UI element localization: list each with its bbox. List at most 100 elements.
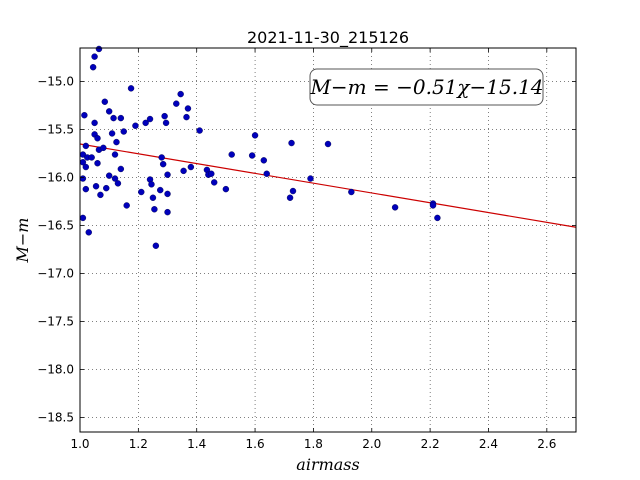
data-point [94,159,101,167]
chart-title: 2021-11-30_215126 [247,28,409,48]
data-point [105,172,113,179]
data-point [158,154,165,161]
data-point [91,53,98,60]
data-point [142,119,149,127]
data-point [103,184,110,192]
data-point [164,171,171,178]
x-tick-label: 2.6 [537,437,556,451]
data-point [164,190,171,198]
data-point [159,160,167,168]
data-point [260,157,268,164]
data-point [148,181,155,188]
y-tick-label: −18.0 [37,363,74,377]
data-point [82,185,90,193]
data-point [162,119,170,127]
data-point [152,242,160,249]
data-point [127,85,135,92]
data-point [111,175,119,182]
fit-annotation: M−m = −0.51χ−15.14 [309,68,544,106]
data-point [79,175,87,182]
data-point [151,206,158,213]
data-point [196,127,203,134]
plot-frame [79,47,577,433]
data-point [251,132,259,139]
data-point [79,214,87,222]
data-point [149,194,157,201]
x-tick-label: 2.0 [362,437,381,451]
data-point [187,163,195,171]
data-point [157,186,164,194]
y-tick-label: −16.0 [37,171,74,185]
axis-ticks [79,48,576,432]
data-point [120,128,127,135]
x-tick-label: 1.8 [304,437,323,451]
y-tick-label: −16.5 [37,219,74,233]
y-tick-label: −15.5 [37,123,74,137]
data-point [97,191,104,199]
x-tick-label: 2.4 [479,437,498,451]
data-point [132,122,139,129]
data-point [211,179,218,186]
x-tick-label: 2.2 [421,437,440,451]
data-point [138,188,145,196]
data-point [183,113,190,121]
data-point [89,63,97,71]
data-points [79,45,441,249]
x-tick-label: 1.0 [70,437,89,451]
y-tick-label: −17.5 [37,315,74,329]
data-point [184,105,192,112]
y-axis-label: M−m [13,218,32,264]
data-point [92,183,100,190]
data-point [81,111,88,119]
data-point [88,154,95,161]
data-point [180,167,187,175]
data-point [429,202,437,209]
data-point [85,229,92,236]
data-point [173,100,180,107]
data-point [289,187,297,195]
data-point [164,208,171,216]
data-point [108,130,116,137]
y-tick-label: −18.5 [37,411,74,425]
data-point [110,114,117,122]
y-tick-label: −15.0 [37,75,74,89]
data-point [82,142,90,150]
data-point [117,165,125,173]
data-point [248,152,256,159]
data-point [113,138,120,146]
data-point [94,135,101,142]
data-point [146,115,154,123]
annotation-box [309,68,544,106]
data-point [434,214,441,222]
data-point [114,180,122,187]
x-axis-label: airmass [296,455,359,474]
x-tick-label: 1.6 [246,437,265,451]
x-tick-label: 1.4 [187,437,206,451]
data-point [177,90,184,98]
data-point [101,98,109,105]
data-point [348,188,355,196]
data-point [100,144,107,152]
y-tick-labels: −15.0 −15.5 −16.0 −16.5 −17.0 −17.5 −18.0 −18.5 [37,75,74,425]
data-point [288,139,295,147]
data-point [95,45,103,53]
annotation-text: M−m = −0.51χ−15.14 [309,75,543,99]
data-point [263,170,270,177]
data-point [391,204,399,211]
data-point [117,114,125,122]
x-tick-label: 1.2 [129,437,148,451]
data-point [91,119,98,127]
data-point [82,163,90,171]
data-point [307,175,314,182]
data-point [222,185,230,193]
y-tick-label: −17.0 [37,267,74,281]
data-point [105,108,113,115]
data-point [161,112,168,120]
data-point [286,194,294,201]
data-point [123,202,130,209]
x-tick-labels: 1.0 1.2 1.4 1.6 1.8 2.0 2.2 2.4 2.6 [70,437,556,451]
data-point [208,170,215,177]
data-point [228,151,235,158]
data-point [111,151,119,158]
